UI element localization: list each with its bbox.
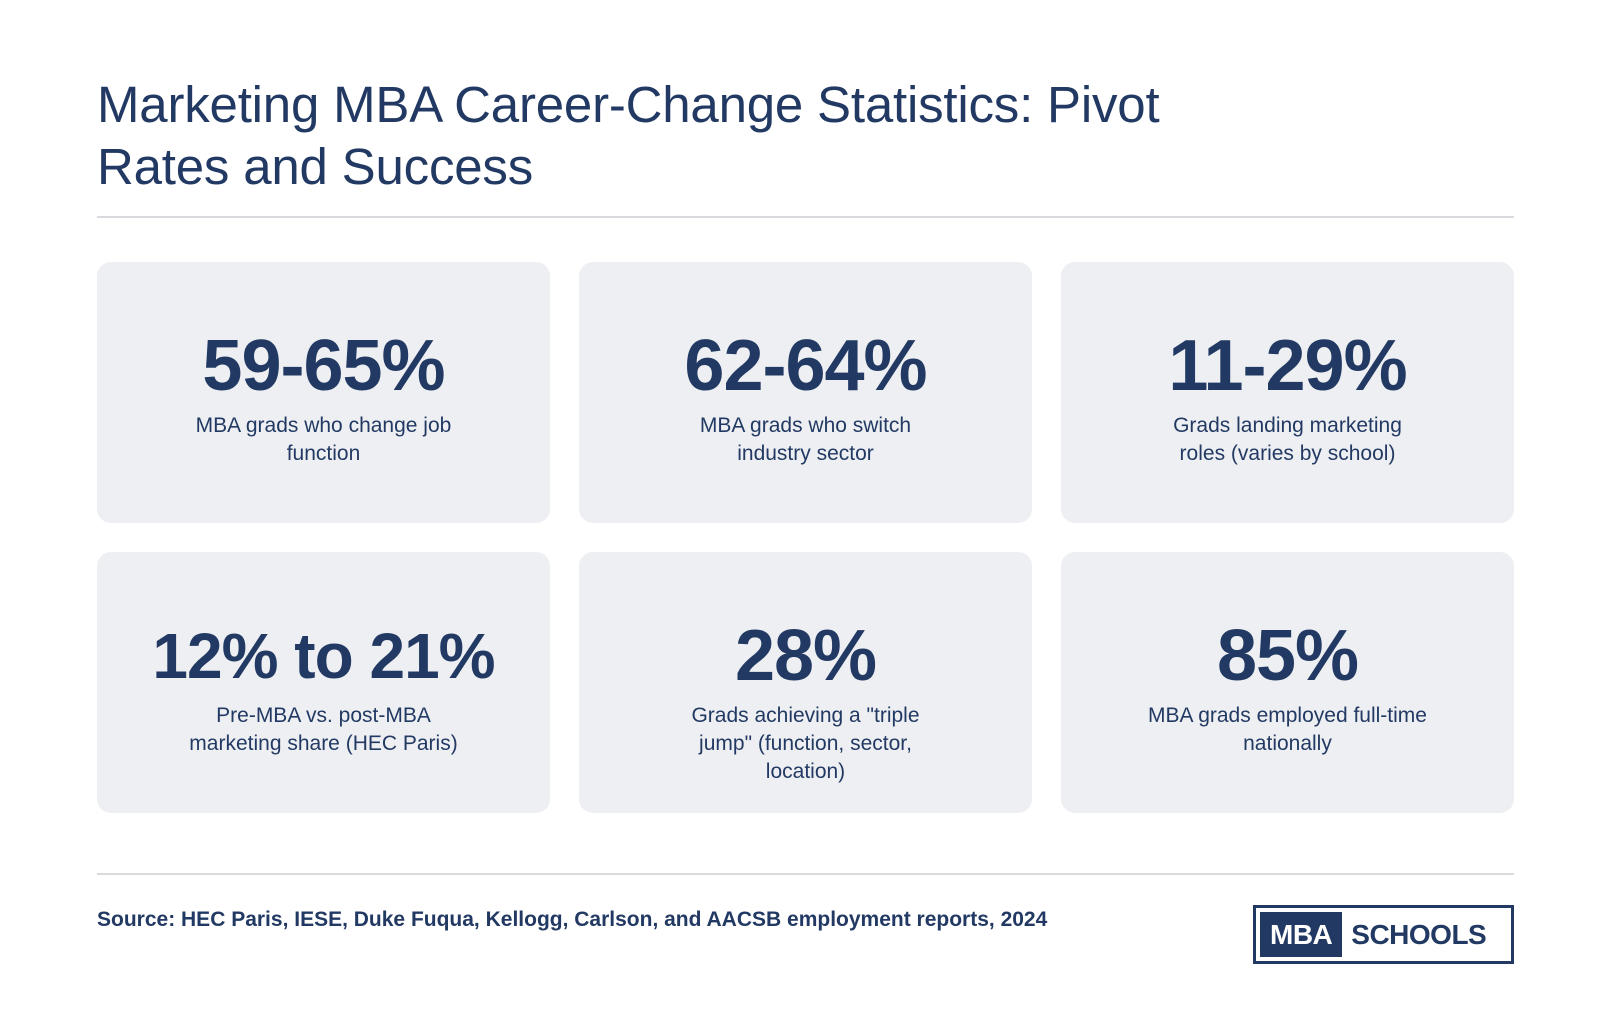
- stat-value: 12% to 21%: [152, 620, 495, 692]
- stat-label: Grads achieving a "triple jump" (functio…: [691, 704, 920, 783]
- stat-value: 62-64%: [684, 326, 927, 406]
- stats-grid: 59-65% MBA grads who change job function…: [97, 262, 1514, 813]
- top-divider: [97, 216, 1514, 218]
- logo-schools-text: SCHOOLS: [1351, 918, 1487, 950]
- page-title: Marketing MBA Career-Change Statistics: …: [97, 76, 1160, 195]
- stat-label: Grads landing marketing roles (varies by…: [1173, 414, 1402, 465]
- mba-schools-logo: MBA SCHOOLS: [1253, 905, 1514, 964]
- stat-card: 62-64% MBA grads who switch industry sec…: [579, 262, 1032, 523]
- stat-label: MBA grads who change job function: [195, 414, 452, 465]
- stat-card: 85% MBA grads employed full-time nationa…: [1061, 552, 1514, 813]
- stat-value: 59-65%: [202, 326, 445, 406]
- stat-label: MBA grads who switch industry sector: [699, 414, 912, 465]
- stat-card: 28% Grads achieving a "triple jump" (fun…: [579, 552, 1032, 813]
- stat-card: 59-65% MBA grads who change job function: [97, 262, 550, 523]
- stat-card: 12% to 21% Pre-MBA vs. post-MBA marketin…: [97, 552, 550, 813]
- stat-label: MBA grads employed full-time nationally: [1148, 704, 1427, 755]
- stat-card: 11-29% Grads landing marketing roles (va…: [1061, 262, 1514, 523]
- stat-label: Pre-MBA vs. post-MBA marketing share (HE…: [189, 704, 458, 755]
- logo-mba-text: MBA: [1260, 912, 1343, 957]
- source-note: Source: HEC Paris, IESE, Duke Fuqua, Kel…: [97, 908, 1048, 931]
- bottom-divider: [97, 873, 1514, 875]
- stat-value: 11-29%: [1168, 326, 1407, 406]
- stat-value: 85%: [1216, 616, 1359, 696]
- stat-value: 28%: [734, 616, 877, 696]
